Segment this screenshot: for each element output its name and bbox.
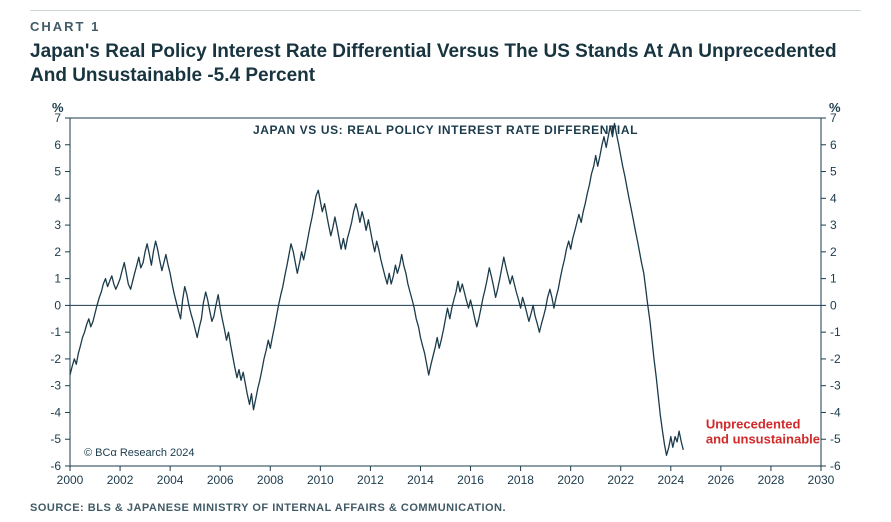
y-tick-right: 4 — [830, 191, 837, 205]
x-tick: 2012 — [357, 473, 384, 487]
y-tick-right: 2 — [830, 244, 837, 258]
x-tick: 2006 — [207, 473, 234, 487]
y-tick-left: 6 — [54, 137, 61, 151]
y-tick-right: -4 — [830, 405, 841, 419]
y-tick-right: 3 — [830, 218, 837, 232]
x-tick: 2020 — [557, 473, 584, 487]
y-tick-right: -1 — [830, 325, 841, 339]
x-tick: 2018 — [507, 473, 534, 487]
top-divider — [30, 10, 861, 11]
x-tick: 2026 — [708, 473, 735, 487]
x-tick: 2024 — [657, 473, 684, 487]
y-tick-left: 3 — [54, 218, 61, 232]
y-tick-right: 0 — [830, 298, 837, 312]
series-line — [70, 123, 683, 455]
plot-area: %%-6-6-5-5-4-4-3-3-2-2-1-100112233445566… — [30, 96, 861, 496]
x-tick: 2000 — [57, 473, 84, 487]
x-tick: 2030 — [808, 473, 835, 487]
x-tick: 2028 — [758, 473, 785, 487]
chart-svg: %%-6-6-5-5-4-4-3-3-2-2-1-100112233445566… — [30, 96, 861, 496]
y-tick-right: -3 — [830, 378, 841, 392]
y-tick-left: -3 — [50, 378, 61, 392]
y-tick-right: 5 — [830, 164, 837, 178]
y-tick-left: 4 — [54, 191, 61, 205]
chart-annotation: Unprecedented — [706, 416, 801, 431]
y-tick-left: 0 — [54, 298, 61, 312]
y-tick-left: -6 — [50, 459, 61, 473]
chart-annotation: and unsustainable — [706, 431, 820, 446]
y-tick-right: -2 — [830, 351, 841, 365]
y-tick-left: -1 — [50, 325, 61, 339]
y-tick-left: -5 — [50, 432, 61, 446]
y-tick-left: -2 — [50, 351, 61, 365]
x-tick: 2016 — [457, 473, 484, 487]
chart-title: Japan's Real Policy Interest Rate Differ… — [30, 40, 861, 88]
y-tick-right: 6 — [830, 137, 837, 151]
chart-tag: CHART 1 — [30, 19, 861, 34]
x-tick: 2008 — [257, 473, 284, 487]
chart-inner-title: JAPAN VS US: REAL POLICY INTEREST RATE D… — [253, 123, 638, 137]
chart-container: { "header": { "tag": "CHART 1", "title":… — [0, 0, 891, 522]
y-tick-right: 7 — [830, 111, 837, 125]
y-tick-right: 1 — [830, 271, 837, 285]
x-tick: 2004 — [157, 473, 184, 487]
y-tick-left: 2 — [54, 244, 61, 258]
x-tick: 2022 — [607, 473, 634, 487]
x-tick: 2014 — [407, 473, 434, 487]
y-tick-right: -5 — [830, 432, 841, 446]
y-tick-right: -6 — [830, 459, 841, 473]
y-tick-left: 5 — [54, 164, 61, 178]
y-tick-left: -4 — [50, 405, 61, 419]
x-tick: 2002 — [107, 473, 134, 487]
chart-copyright: © BCα Research 2024 — [84, 447, 194, 459]
chart-source: SOURCE: BLS & JAPANESE MINISTRY OF INTER… — [30, 502, 861, 514]
y-tick-left: 7 — [54, 111, 61, 125]
x-tick: 2010 — [307, 473, 334, 487]
y-tick-left: 1 — [54, 271, 61, 285]
